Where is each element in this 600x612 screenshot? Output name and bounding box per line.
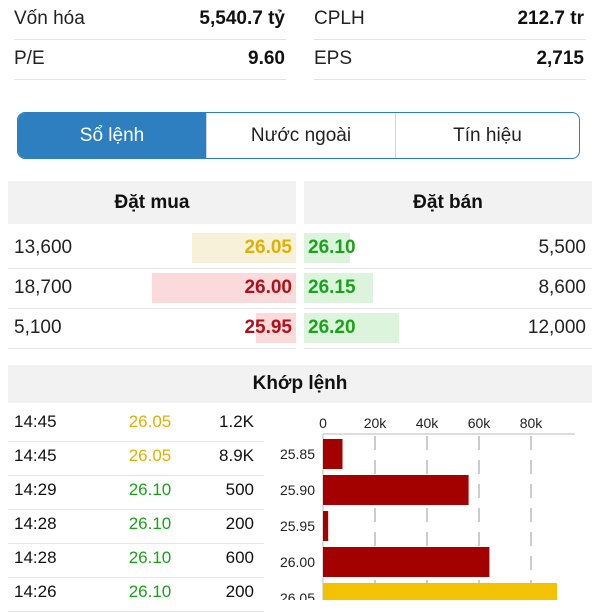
- cplh-label: CPLH: [314, 8, 365, 29]
- tab-tin-hieu[interactable]: Tín hiệu: [395, 113, 579, 158]
- sell-price: 26.20: [308, 317, 356, 338]
- buy-header: Đặt mua: [8, 181, 296, 224]
- y-tick-label: 25.85: [280, 446, 315, 462]
- volume-bar: [323, 583, 557, 600]
- tab-so-lenh[interactable]: Sổ lệnh: [18, 113, 206, 158]
- tab-nuoc-ngoai[interactable]: Nước ngoài: [206, 113, 395, 158]
- matched-header: Khớp lệnh: [8, 365, 592, 403]
- trade-price: 26.10: [128, 582, 172, 601]
- buy-depth-bar: [152, 273, 296, 303]
- divider: [314, 79, 586, 80]
- row-divider: [8, 348, 296, 349]
- trade-time: 14:45: [14, 412, 57, 431]
- trade-time: 14:28: [14, 514, 57, 533]
- sell-price: 26.15: [308, 277, 356, 298]
- buy-price: 26.00: [244, 277, 292, 298]
- volume-bar: [323, 475, 469, 505]
- sell-quantity: 12,000: [527, 317, 586, 338]
- x-tick-label: 80k: [520, 415, 544, 431]
- buy-depth-bar: [256, 313, 296, 343]
- trade-time: 14:29: [14, 480, 57, 499]
- eps-label: EPS: [314, 48, 353, 69]
- trade-time: 14:45: [14, 446, 57, 465]
- eps-value: 2,715: [536, 48, 584, 69]
- x-tick-label: 20k: [364, 415, 388, 431]
- buy-price: 26.05: [244, 237, 292, 258]
- volume-bar: [323, 511, 329, 541]
- sell-depth-bar: [304, 233, 350, 263]
- sell-quantity: 8,600: [538, 277, 586, 298]
- pe-value: 9.60: [248, 48, 285, 69]
- trade-divider: [8, 543, 264, 544]
- trade-volume: 500: [225, 480, 254, 499]
- trade-volume: 1.2K: [219, 412, 254, 431]
- trade-divider: [8, 577, 264, 578]
- y-tick-label: 26.05: [280, 590, 315, 600]
- divider: [314, 39, 586, 40]
- trade-volume: 200: [225, 514, 254, 533]
- pe-label: P/E: [14, 48, 45, 69]
- trade-divider: [8, 441, 264, 442]
- y-tick-label: 25.90: [280, 482, 315, 498]
- von-hoa-label: Vốn hóa: [14, 8, 85, 29]
- divider: [14, 39, 286, 40]
- trade-divider: [8, 509, 264, 510]
- cplh-value: 212.7 tr: [517, 8, 584, 29]
- sell-depth-bar: [304, 273, 373, 303]
- volume-bar: [323, 439, 343, 469]
- buy-quantity: 13,600: [14, 237, 73, 258]
- trade-price: 26.10: [128, 548, 172, 567]
- row-divider: [8, 308, 296, 309]
- trade-price: 26.10: [128, 514, 172, 533]
- trade-time: 14:26: [14, 582, 57, 601]
- x-tick-label: 0: [319, 415, 327, 431]
- trade-time: 14:28: [14, 548, 57, 567]
- x-tick-label: 40k: [416, 415, 440, 431]
- y-tick-label: 25.95: [280, 518, 315, 534]
- trade-price: 26.05: [128, 412, 172, 431]
- trade-divider: [8, 475, 264, 476]
- row-divider: [8, 268, 296, 269]
- von-hoa-value: 5,540.7 tỷ: [199, 8, 285, 29]
- row-divider: [304, 348, 592, 349]
- tab-bar: Sổ lệnh Nước ngoài Tín hiệu: [17, 112, 580, 159]
- divider: [14, 79, 286, 80]
- sell-depth-bar: [304, 313, 399, 343]
- sell-price: 26.10: [308, 237, 356, 258]
- buy-price: 25.95: [244, 317, 292, 338]
- buy-depth-bar: [192, 233, 296, 263]
- buy-quantity: 18,700: [14, 277, 73, 298]
- trade-volume: 200: [225, 582, 254, 601]
- y-tick-label: 26.00: [280, 554, 315, 570]
- sell-header: Đặt bán: [304, 181, 592, 224]
- x-tick-label: 60k: [468, 415, 492, 431]
- row-divider: [304, 308, 592, 309]
- sell-quantity: 5,500: [538, 237, 586, 258]
- row-divider: [304, 268, 592, 269]
- trade-price: 26.05: [128, 446, 172, 465]
- buy-quantity: 5,100: [14, 317, 62, 338]
- volume-bar: [323, 547, 490, 577]
- trade-volume: 600: [225, 548, 254, 567]
- volume-by-price-chart: 0 20k 40k 60k 80k 25.85 25.90 25.95 26.00 26.05: [280, 415, 575, 600]
- trade-volume: 8.9K: [219, 446, 254, 465]
- trade-price: 26.10: [128, 480, 172, 499]
